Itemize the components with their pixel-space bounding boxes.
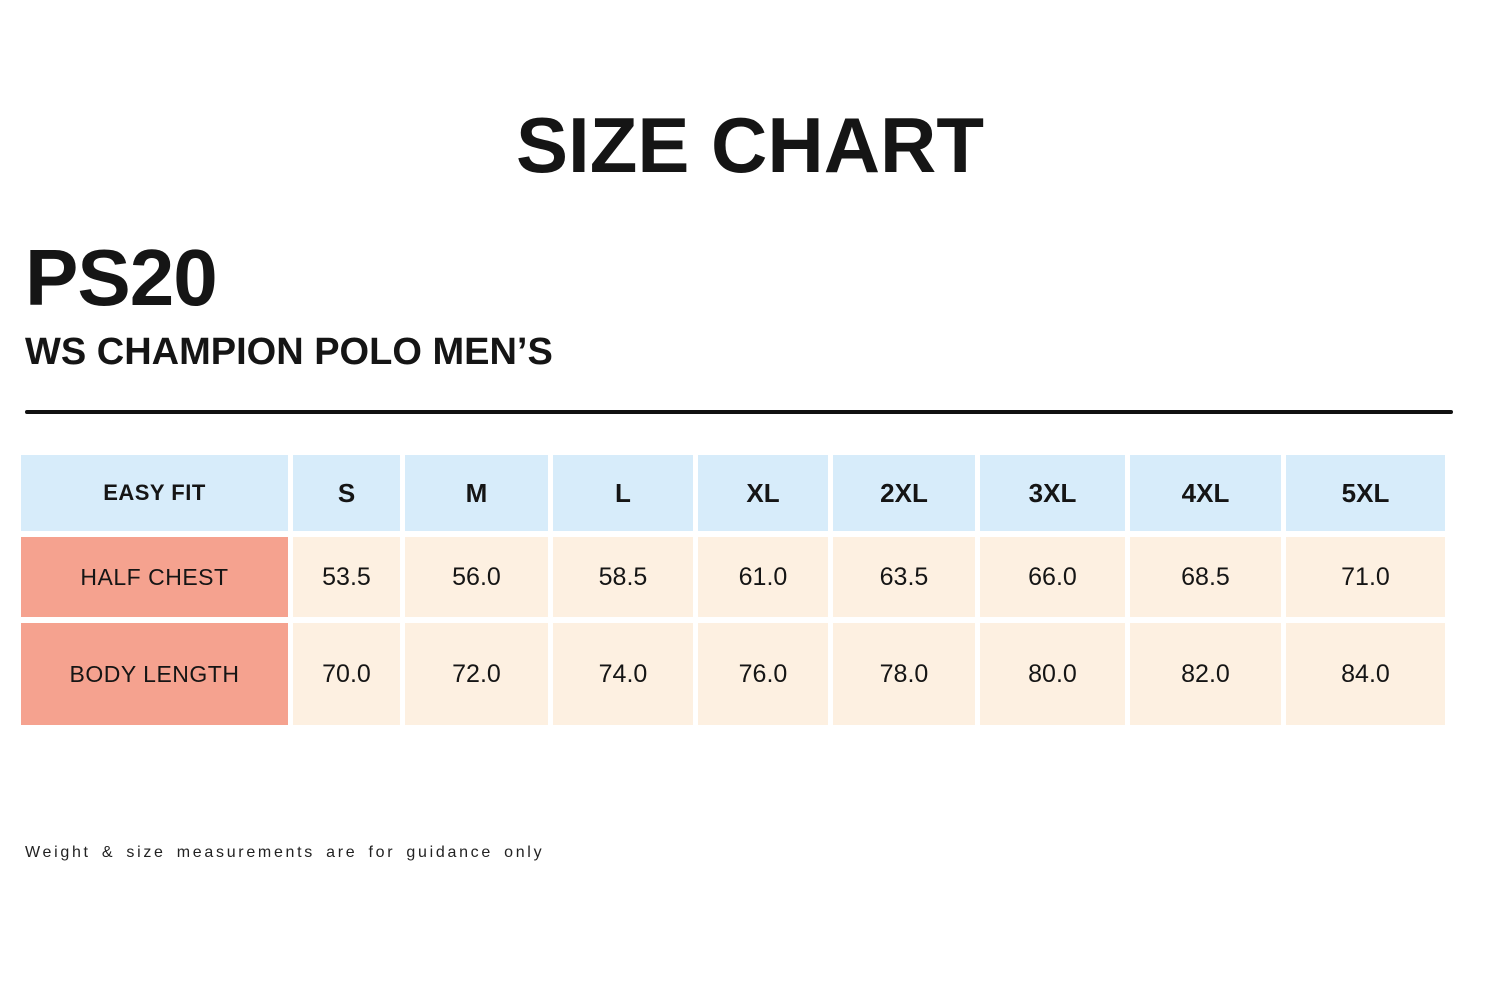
- size-header-4xl: 4XL: [1130, 455, 1281, 531]
- fit-type-header: EASY FIT: [21, 455, 288, 531]
- header-row: EASY FIT S M L XL 2XL 3XL 4XL 5XL: [21, 455, 1445, 531]
- measurement-value-cell: 78.0: [833, 623, 975, 725]
- size-header-5xl: 5XL: [1286, 455, 1445, 531]
- measurement-value-cell: 76.0: [698, 623, 828, 725]
- measurement-value-cell: 70.0: [293, 623, 400, 725]
- measurement-value-cell: 72.0: [405, 623, 548, 725]
- size-header-l: L: [553, 455, 693, 531]
- size-chart-table: EASY FIT S M L XL 2XL 3XL 4XL 5XL HALF C…: [16, 449, 1450, 731]
- measurement-value-cell: 53.5: [293, 537, 400, 617]
- measurement-value-cell: 61.0: [698, 537, 828, 617]
- size-header-3xl: 3XL: [980, 455, 1125, 531]
- size-header-2xl: 2XL: [833, 455, 975, 531]
- size-header-m: M: [405, 455, 548, 531]
- measurement-value-cell: 66.0: [980, 537, 1125, 617]
- page-title: SIZE CHART: [516, 101, 984, 189]
- half-chest-row: HALF CHEST 53.5 56.0 58.5 61.0 63.5 66.0…: [21, 537, 1445, 617]
- measurement-value-cell: 84.0: [1286, 623, 1445, 725]
- size-header-s: S: [293, 455, 400, 531]
- measurement-value-cell: 68.5: [1130, 537, 1281, 617]
- body-length-row: BODY LENGTH 70.0 72.0 74.0 76.0 78.0 80.…: [21, 623, 1445, 725]
- product-code: PS20: [25, 233, 218, 322]
- measurement-value-cell: 71.0: [1286, 537, 1445, 617]
- measurement-value-cell: 63.5: [833, 537, 975, 617]
- footnote: Weight & size measurements are for guida…: [25, 844, 545, 861]
- measurement-row-label: HALF CHEST: [21, 537, 288, 617]
- measurement-value-cell: 74.0: [553, 623, 693, 725]
- divider-line: [25, 410, 1453, 414]
- size-header-xl: XL: [698, 455, 828, 531]
- measurement-value-cell: 58.5: [553, 537, 693, 617]
- measurement-value-cell: 80.0: [980, 623, 1125, 725]
- measurement-value-cell: 56.0: [405, 537, 548, 617]
- measurement-value-cell: 82.0: [1130, 623, 1281, 725]
- measurement-row-label: BODY LENGTH: [21, 623, 288, 725]
- product-name: WS CHAMPION POLO MEN’S: [25, 331, 553, 373]
